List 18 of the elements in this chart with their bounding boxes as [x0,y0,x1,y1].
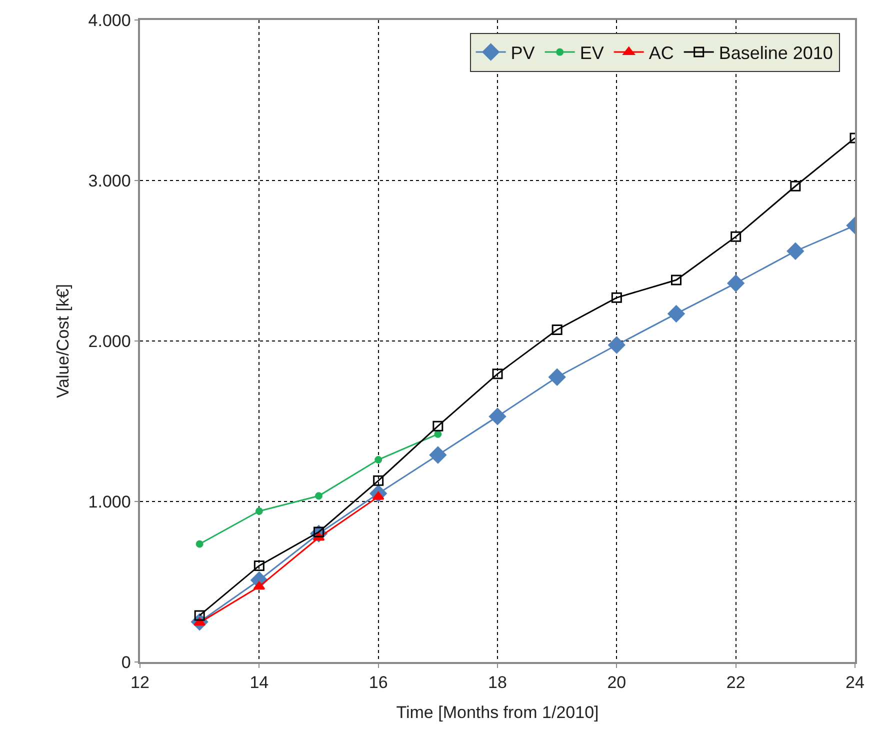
x-tick-label: 22 [726,673,746,692]
x-tick-label: 14 [250,673,269,692]
x-tick-label: 16 [368,673,388,692]
y-tick-label: 0 [121,652,131,672]
y-tick-label: 1.000 [88,492,131,512]
x-tick-label: 12 [130,673,150,692]
x-tick-label: 24 [846,673,864,692]
y-tick-label: 4.000 [88,10,131,30]
legend-label: EV [580,43,604,64]
x-tick-label: 18 [488,673,507,692]
legend-label: AC [648,43,674,64]
y-tick-label: 2.000 [88,332,131,351]
legend-label: PV [510,43,535,64]
y-axis-title: Value/Cost [k€] [53,284,72,398]
x-tick-label: 20 [607,673,626,692]
legend-label: Baseline 2010 [718,43,833,64]
x-axis-title: Time [Months from 1/2010] [396,703,599,722]
y-tick-label: 3.000 [88,171,131,190]
